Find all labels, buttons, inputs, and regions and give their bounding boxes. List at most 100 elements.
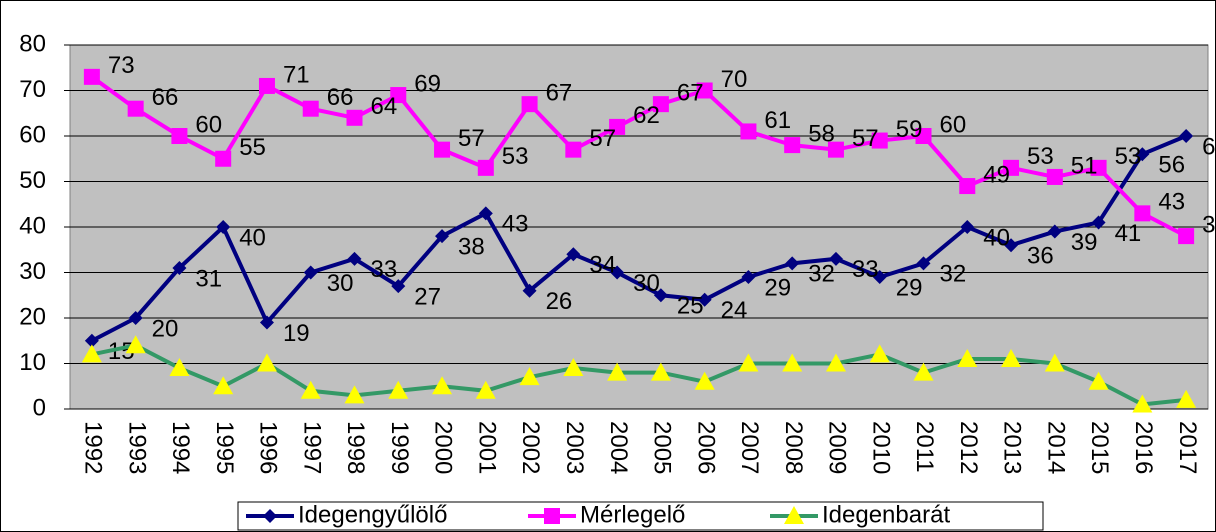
data-label: 60 bbox=[195, 111, 222, 138]
marker bbox=[740, 123, 757, 140]
marker bbox=[610, 265, 625, 280]
marker bbox=[696, 82, 713, 99]
marker bbox=[825, 353, 846, 372]
marker bbox=[1176, 389, 1197, 408]
data-label: 57 bbox=[852, 125, 879, 152]
x-tick-label: 2010 bbox=[867, 421, 894, 474]
marker bbox=[650, 362, 671, 381]
marker bbox=[256, 353, 277, 372]
x-tick-label: 2013 bbox=[999, 421, 1026, 474]
x-tick-label: 2008 bbox=[780, 421, 807, 474]
marker bbox=[477, 159, 494, 176]
x-tick-label: 2014 bbox=[1042, 421, 1069, 474]
marker bbox=[1044, 353, 1065, 372]
marker bbox=[563, 358, 584, 377]
x-tick-label: 2012 bbox=[955, 421, 982, 474]
marker bbox=[872, 270, 887, 285]
marker bbox=[1135, 147, 1150, 162]
marker bbox=[1001, 348, 1022, 367]
marker bbox=[652, 96, 669, 113]
marker bbox=[915, 128, 932, 144]
data-label: 30 bbox=[633, 270, 660, 297]
marker bbox=[566, 247, 581, 262]
legend-label: Idegengyűlölő bbox=[298, 501, 447, 528]
marker bbox=[344, 385, 365, 404]
marker bbox=[519, 367, 540, 386]
marker bbox=[81, 344, 102, 363]
x-tick-label: 2016 bbox=[1130, 421, 1157, 474]
x-tick-label: 2009 bbox=[824, 421, 851, 474]
marker bbox=[435, 229, 450, 244]
marker bbox=[697, 292, 712, 307]
marker bbox=[347, 251, 362, 266]
x-tick-label: 2015 bbox=[1086, 421, 1113, 474]
marker bbox=[1091, 215, 1106, 230]
y-tick-label: 10 bbox=[19, 349, 46, 376]
marker bbox=[1179, 129, 1194, 143]
marker bbox=[388, 380, 409, 399]
legend-label: Idegenbarát bbox=[822, 501, 950, 528]
data-label: 69 bbox=[414, 70, 441, 97]
data-label: 51 bbox=[1071, 152, 1098, 179]
data-label: 40 bbox=[239, 224, 266, 251]
data-label: 29 bbox=[896, 274, 923, 301]
legend-marker bbox=[263, 509, 277, 523]
data-label: 64 bbox=[371, 93, 398, 120]
marker bbox=[869, 344, 890, 363]
data-label: 66 bbox=[327, 84, 354, 111]
marker bbox=[828, 251, 843, 266]
marker bbox=[960, 220, 975, 234]
y-tick-label: 50 bbox=[19, 167, 46, 194]
marker bbox=[521, 96, 538, 113]
marker bbox=[475, 380, 496, 399]
data-label: 36 bbox=[1027, 243, 1054, 270]
x-tick-label: 2001 bbox=[473, 421, 500, 474]
series-line bbox=[90, 134, 1187, 343]
data-label: 38 bbox=[1202, 211, 1216, 238]
data-label: 43 bbox=[502, 211, 529, 238]
marker bbox=[84, 333, 99, 348]
marker bbox=[83, 68, 100, 85]
x-tick-label: 1998 bbox=[342, 421, 369, 474]
legend-box bbox=[237, 501, 1044, 531]
marker bbox=[125, 335, 146, 354]
data-label: 33 bbox=[371, 256, 398, 283]
data-label: 56 bbox=[1158, 152, 1185, 179]
data-label: 57 bbox=[589, 125, 616, 152]
legend-marker bbox=[784, 506, 804, 524]
data-label: 59 bbox=[896, 116, 923, 143]
marker bbox=[957, 348, 978, 367]
marker bbox=[303, 265, 318, 280]
marker bbox=[213, 376, 234, 395]
marker bbox=[1003, 159, 1020, 176]
x-tick-label: 2006 bbox=[692, 421, 719, 474]
legend-marker bbox=[544, 508, 560, 524]
data-label: 40 bbox=[983, 224, 1010, 251]
data-label: 39 bbox=[1071, 229, 1098, 256]
y-tick-label: 80 bbox=[19, 30, 46, 57]
data-label: 53 bbox=[1027, 143, 1054, 170]
data-label: 73 bbox=[108, 52, 135, 79]
x-tick-label: 2004 bbox=[605, 421, 632, 474]
marker bbox=[302, 100, 319, 117]
x-tick-label: 2005 bbox=[649, 421, 676, 474]
marker bbox=[391, 279, 406, 294]
marker bbox=[478, 206, 493, 221]
marker bbox=[171, 128, 188, 144]
marker bbox=[128, 311, 143, 325]
data-label: 30 bbox=[327, 270, 354, 297]
data-label: 67 bbox=[677, 79, 704, 106]
marker bbox=[785, 256, 800, 271]
y-tick-label: 0 bbox=[33, 394, 46, 421]
data-label: 57 bbox=[458, 125, 485, 152]
y-tick-label: 60 bbox=[19, 121, 46, 148]
marker bbox=[1090, 159, 1107, 176]
marker bbox=[216, 220, 231, 234]
marker bbox=[738, 353, 759, 372]
marker bbox=[782, 353, 803, 372]
x-tick-label: 2003 bbox=[561, 421, 588, 474]
marker bbox=[432, 376, 453, 395]
data-label: 49 bbox=[983, 161, 1010, 188]
marker bbox=[1046, 168, 1063, 185]
y-tick-label: 20 bbox=[19, 303, 46, 330]
